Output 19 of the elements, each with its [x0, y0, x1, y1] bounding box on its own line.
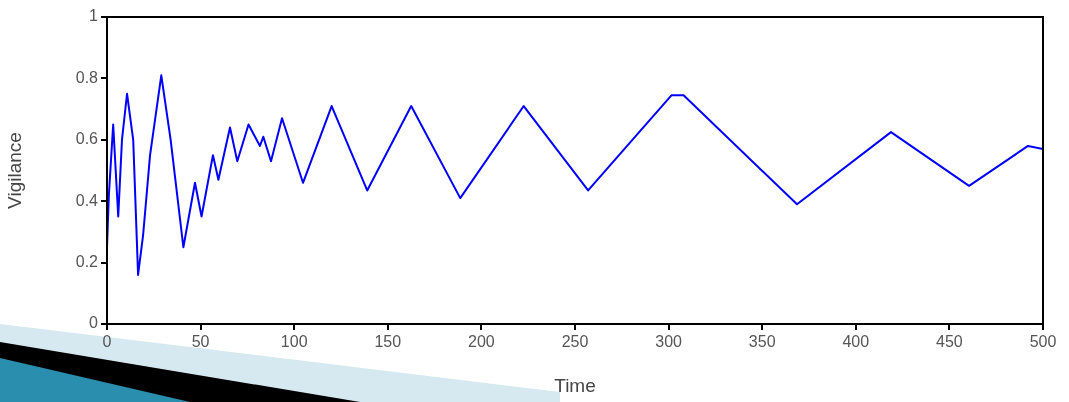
- x-tick-label: 500: [1029, 333, 1057, 351]
- y-tick-label: 0: [89, 314, 99, 332]
- y-axis-title: Vigilance: [3, 132, 25, 209]
- x-tick-label: 250: [561, 333, 589, 351]
- x-tick-label: 50: [191, 333, 210, 351]
- x-tick-label: 200: [468, 333, 495, 351]
- x-tick-label: 0: [102, 333, 112, 351]
- y-tick-label: 0.6: [75, 130, 99, 148]
- y-tick-label: 0.4: [75, 191, 99, 209]
- x-tick-label: 350: [748, 333, 776, 351]
- x-tick-label: 150: [374, 333, 402, 351]
- y-tick-label: 0.2: [75, 253, 99, 271]
- x-tick-label: 100: [280, 333, 308, 351]
- x-tick-label: 300: [655, 333, 683, 351]
- y-tick-label: 1: [89, 7, 99, 25]
- y-tick-label: 0.8: [75, 68, 99, 86]
- x-tick-label: 450: [936, 333, 963, 351]
- x-axis-title: Time: [554, 374, 596, 396]
- x-tick-label: 400: [842, 333, 870, 351]
